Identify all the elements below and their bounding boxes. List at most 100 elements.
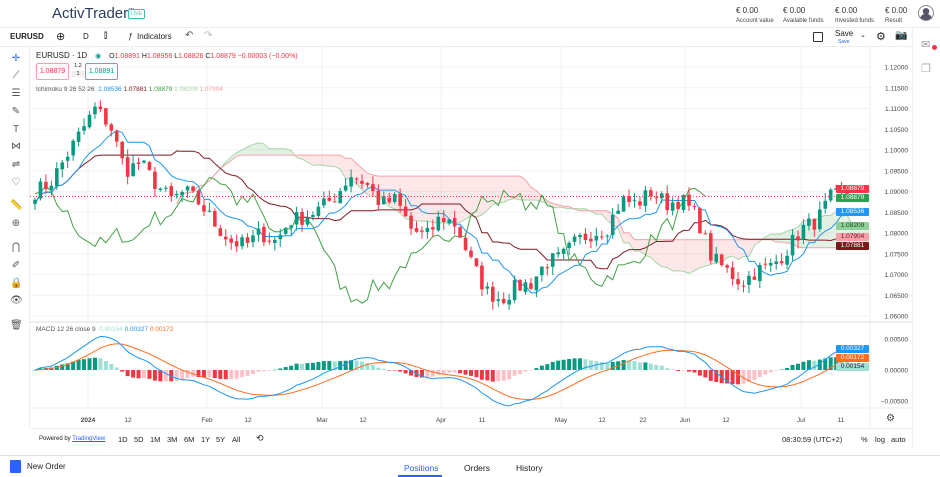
- kumo-cloud: [432, 176, 439, 223]
- symbol-search[interactable]: EURUSD: [10, 32, 44, 41]
- chevron-down-icon[interactable]: ⌄: [860, 32, 866, 39]
- macd-histogram-bar: [120, 370, 125, 372]
- tab-positions[interactable]: Positions: [404, 463, 439, 473]
- tab-history[interactable]: History: [516, 463, 543, 473]
- camera-icon[interactable]: 📷: [895, 30, 908, 41]
- active-tab-indicator: [398, 475, 442, 477]
- lock-drawing-icon[interactable]: ✐: [11, 260, 21, 271]
- macd-histogram-bar: [785, 367, 790, 370]
- macd-histogram-bar: [752, 370, 757, 381]
- forecast-icon[interactable]: ⇌: [11, 159, 21, 170]
- indicators-button[interactable]: Indicators: [137, 32, 172, 41]
- kumo-cloud: [667, 239, 673, 271]
- text-icon[interactable]: T: [12, 124, 20, 135]
- zoom-icon[interactable]: ⊕: [11, 218, 21, 229]
- price-tick: 1.07500: [885, 251, 909, 258]
- save-button[interactable]: Save: [835, 29, 854, 38]
- notification-badge: [932, 45, 937, 50]
- kumo-cloud: [639, 239, 646, 256]
- candle-body: [164, 187, 168, 189]
- copy-icon[interactable]: ❐: [921, 63, 931, 75]
- trash-icon[interactable]: 🗑: [10, 320, 23, 331]
- redo-icon[interactable]: ↷: [204, 30, 213, 41]
- kumo-cloud: [318, 155, 324, 166]
- macd-histogram-bar: [763, 370, 768, 375]
- chart-settings-gear-icon[interactable]: ⚙: [886, 413, 895, 424]
- kumo-cloud: [645, 239, 651, 258]
- h-label: H: [141, 53, 147, 60]
- range-1y[interactable]: 1Y: [201, 435, 211, 444]
- save-sub: Save: [838, 39, 850, 45]
- interval-button[interactable]: D: [83, 32, 89, 41]
- buy-button[interactable]: 1.08891: [85, 63, 118, 80]
- macd-histogram-bar: [648, 363, 653, 370]
- tradingview-link[interactable]: TradingView: [72, 436, 106, 442]
- range-1d[interactable]: 1D: [118, 435, 128, 444]
- macd-histogram-bar: [158, 370, 163, 382]
- macd-histogram-bar: [670, 369, 675, 370]
- candle-body: [501, 298, 506, 304]
- candle-body: [273, 239, 277, 244]
- brush-icon[interactable]: ✎: [11, 106, 21, 117]
- span-b-value: 1.07904: [199, 86, 223, 93]
- clock[interactable]: 08:30:59 (UTC+2): [782, 435, 843, 444]
- macd-histogram-bar: [109, 364, 114, 370]
- ruler-icon[interactable]: 📏: [10, 200, 23, 211]
- range-6m[interactable]: 6M: [184, 435, 195, 444]
- macd-histogram-bar: [98, 358, 103, 370]
- kumo-cloud: [492, 176, 499, 205]
- lock-icon[interactable]: 🔒: [10, 278, 23, 289]
- tab-orders[interactable]: Orders: [464, 463, 490, 473]
- candle-body: [420, 230, 424, 232]
- pattern-icon[interactable]: ⋈: [11, 141, 21, 152]
- range-5d[interactable]: 5D: [134, 435, 144, 444]
- heart-icon[interactable]: ♡: [11, 177, 21, 188]
- range-3m[interactable]: 3M: [167, 435, 178, 444]
- range-all[interactable]: All: [232, 435, 241, 444]
- horizontal-lines-icon[interactable]: ☰: [11, 88, 21, 99]
- compare-plus-icon[interactable]: ⊕: [56, 31, 66, 43]
- gear-icon[interactable]: ⚙: [876, 31, 886, 43]
- label: Available funds: [783, 18, 824, 24]
- magnet-icon[interactable]: ⋂: [11, 242, 21, 253]
- new-order-icon[interactable]: [10, 460, 21, 473]
- price-tick: 1.08000: [885, 231, 909, 238]
- log-toggle[interactable]: log: [875, 435, 886, 444]
- auto-toggle[interactable]: auto: [891, 435, 906, 444]
- kumo-cloud: [781, 231, 788, 244]
- logo[interactable]: ActivTrader™: [52, 5, 134, 22]
- layout-icon[interactable]: [813, 32, 823, 42]
- trend-line-icon[interactable]: ⟋: [12, 70, 20, 81]
- candle-body: [818, 209, 822, 230]
- date-tick: 12: [244, 417, 252, 424]
- date-tick: Apr: [436, 417, 447, 424]
- candle-body: [763, 263, 768, 265]
- chart-canvas[interactable]: 1.12000 1.11500 1.11000 1.10500 1.10000 1.095…: [30, 47, 912, 428]
- candle-body: [545, 267, 550, 269]
- tenkan-line: [34, 129, 848, 294]
- macd-histogram-bar: [125, 370, 130, 377]
- eye-icon[interactable]: 👁: [10, 295, 23, 306]
- undo-icon[interactable]: ↶: [185, 30, 194, 41]
- avatar[interactable]: [918, 5, 934, 21]
- mail-icon[interactable]: ✉: [921, 39, 931, 51]
- candle-body: [643, 190, 648, 206]
- sell-button[interactable]: 1.08879: [36, 63, 69, 80]
- kumo-cloud: [242, 146, 248, 156]
- range-1m[interactable]: 1M: [150, 435, 161, 444]
- macd-histogram-bar: [278, 368, 283, 370]
- new-order-button[interactable]: New Order: [27, 462, 66, 471]
- goto-date-icon[interactable]: ⟲: [256, 433, 264, 443]
- candle-body: [147, 161, 152, 171]
- candle-body: [594, 235, 599, 241]
- macd-histogram-bar: [147, 370, 152, 379]
- candles-icon[interactable]: ⫾: [104, 30, 108, 41]
- crosshair-icon[interactable]: ✛: [11, 53, 21, 64]
- kumo-cloud: [389, 176, 395, 209]
- percent-toggle[interactable]: %: [861, 435, 868, 444]
- macd-histogram-bar: [730, 370, 735, 385]
- candle-body: [638, 201, 642, 206]
- chart-toolbar: EURUSD ⊕ D ⫾ ƒ Indicators ↶ ↷ Save Save …: [0, 28, 912, 47]
- kumo-cloud: [454, 176, 461, 224]
- range-5y[interactable]: 5Y: [216, 435, 226, 444]
